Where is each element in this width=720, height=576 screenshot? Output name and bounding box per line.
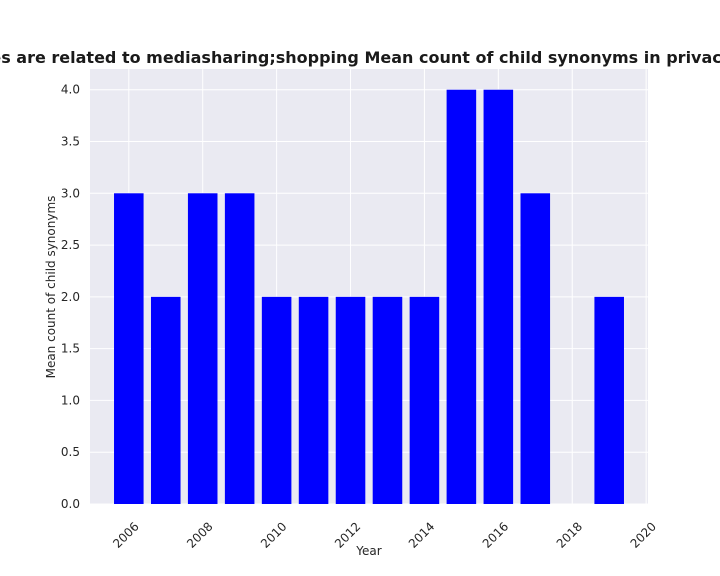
chart-title: Categories are related to mediasharing;s… [0,48,720,67]
bar [409,296,440,504]
x-axis-label: Year [355,544,381,558]
y-tick-label: 1.5 [61,342,80,356]
x-axis-ticks: 2006 2008 2010 2012 2014 2016 2018 2020 [110,519,659,550]
x-tick-label: 2018 [554,519,585,550]
bar [594,296,624,504]
bar [150,296,181,504]
y-tick-label: 3.5 [61,135,80,149]
y-tick-label: 4.0 [61,83,80,97]
y-axis-ticks: 0.0 0.5 1.0 1.5 2.0 2.5 3.0 3.5 4.0 [61,83,80,511]
bar [114,193,144,505]
bar [446,89,477,504]
bars [114,89,624,505]
x-tick-label: 2008 [184,519,215,550]
bar [261,296,292,504]
x-tick-label: 2010 [258,519,289,550]
y-tick-label: 0.0 [61,497,80,511]
y-tick-label: 0.5 [61,445,80,459]
x-tick-label: 2020 [628,519,659,550]
bar [372,296,403,504]
y-tick-label: 2.0 [61,290,80,304]
y-axis-label: Mean count of child synonyms [44,196,58,379]
bar [298,296,329,504]
bar [335,296,366,504]
x-tick-label: 2014 [406,519,437,550]
bar [224,193,255,505]
bar [520,193,551,505]
y-tick-label: 3.0 [61,186,80,200]
x-tick-label: 2006 [110,519,141,550]
bar [187,193,218,505]
y-tick-label: 2.5 [61,238,80,252]
x-tick-label: 2016 [480,519,511,550]
bar [483,89,514,504]
y-tick-label: 1.0 [61,393,80,407]
